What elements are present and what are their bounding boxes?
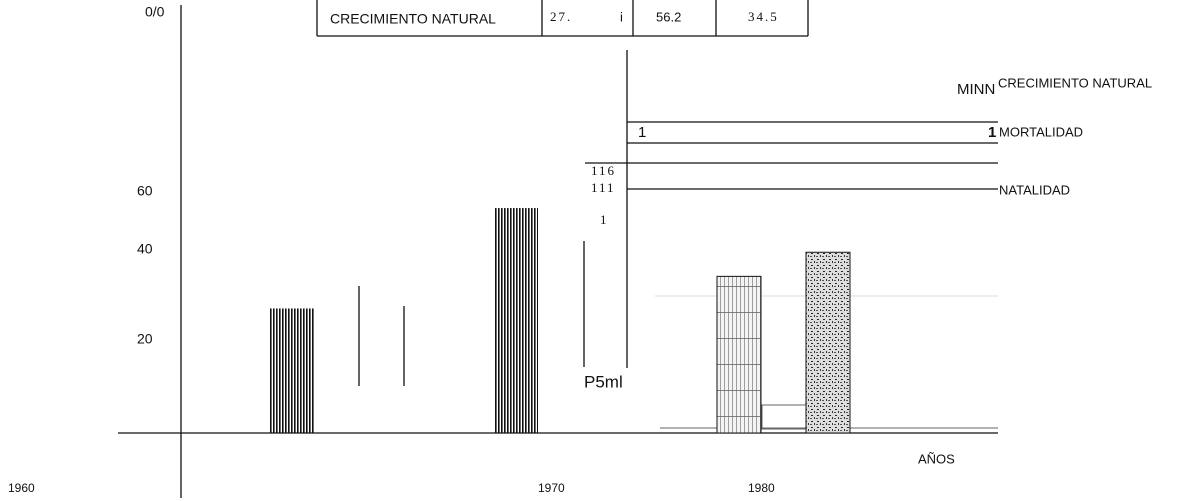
mark-text: 116 bbox=[591, 163, 616, 178]
mark-text: 111 bbox=[591, 180, 616, 195]
year-label: 1970 bbox=[538, 481, 565, 495]
legend-entry: CRECIMIENTO NATURAL bbox=[998, 75, 1152, 90]
table-cell: CRECIMIENTO NATURAL bbox=[330, 11, 496, 27]
x-label: AÑOS bbox=[918, 451, 955, 466]
year-label: 1960 bbox=[8, 481, 35, 495]
legend-entry: NATALIDAD bbox=[999, 182, 1070, 197]
legend-entry: MORTALIDAD bbox=[999, 124, 1083, 139]
bar bbox=[805, 251, 851, 434]
bar bbox=[494, 208, 538, 433]
table-cell: 34.5 bbox=[748, 9, 779, 24]
y-tick-label: 60 bbox=[137, 183, 153, 199]
mark-text: MINN bbox=[957, 81, 995, 98]
y-label: 0/0 bbox=[145, 4, 165, 20]
mark-text: P5ml bbox=[584, 372, 623, 391]
mark-text: 1 bbox=[988, 124, 996, 141]
mark-text: 1 bbox=[638, 124, 646, 141]
table-cell: 56.2 bbox=[656, 9, 681, 24]
small-box bbox=[761, 404, 807, 430]
y-tick-label: 40 bbox=[137, 241, 153, 257]
y-tick-label: 20 bbox=[137, 331, 153, 347]
year-label: 1980 bbox=[748, 481, 775, 495]
table-cell: i bbox=[620, 9, 623, 24]
mark-text: 1 bbox=[600, 212, 609, 227]
table-cell: 27. bbox=[550, 9, 572, 24]
bar bbox=[270, 308, 314, 433]
bar bbox=[716, 275, 762, 434]
